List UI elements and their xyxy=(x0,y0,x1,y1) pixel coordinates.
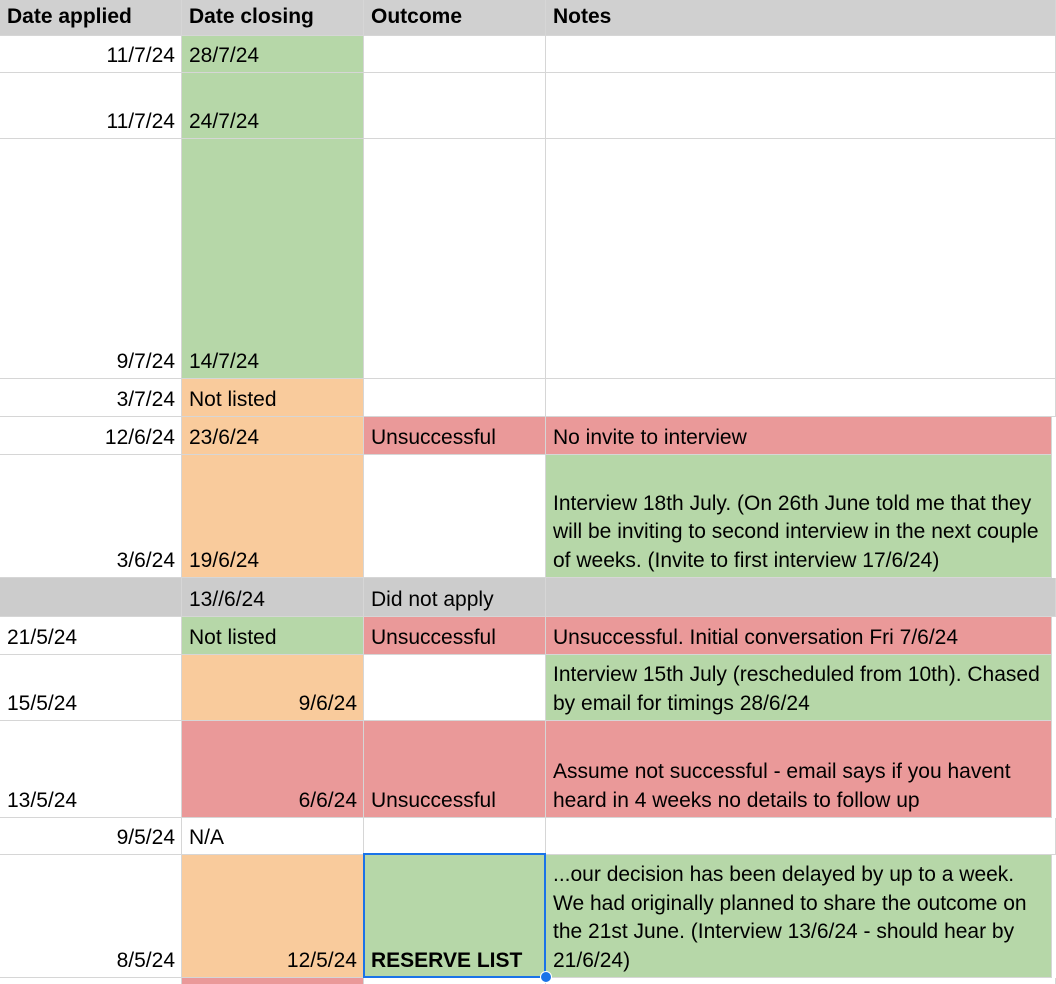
cell-date-closing[interactable]: 28/7/24 xyxy=(182,36,364,73)
cell-date-applied[interactable] xyxy=(0,578,182,617)
header-date-closing[interactable]: Date closing xyxy=(182,0,364,36)
cell-date-applied[interactable]: 9/5/24 xyxy=(0,818,182,855)
cell-date-applied[interactable]: 11/7/24 xyxy=(0,73,182,139)
cell-notes[interactable]: Unsuccessful. Initial conversation Fri 7… xyxy=(546,617,1052,655)
cell-outcome[interactable]: Unsuccessful xyxy=(364,417,546,455)
cell-outcome[interactable] xyxy=(364,36,546,73)
cell-notes[interactable]: Assume not successful - email says if yo… xyxy=(546,721,1052,818)
cell-notes[interactable] xyxy=(546,139,1056,379)
cell-date-applied[interactable] xyxy=(0,978,182,984)
header-date-applied[interactable]: Date applied xyxy=(0,0,182,36)
cell-date-applied[interactable]: 3/7/24 xyxy=(0,379,182,417)
cell-outcome[interactable] xyxy=(364,655,546,721)
header-notes[interactable]: Notes xyxy=(546,0,1056,36)
cell-outcome[interactable]: Unsuccessful xyxy=(364,617,546,655)
cell-outcome[interactable] xyxy=(364,379,546,417)
cell-date-closing[interactable] xyxy=(182,978,364,984)
cell-notes[interactable]: No invite to interview xyxy=(546,417,1052,455)
cell-date-applied[interactable]: 15/5/24 xyxy=(0,655,182,721)
cell-date-closing[interactable]: 9/6/24 xyxy=(182,655,364,721)
cell-outcome[interactable] xyxy=(364,139,546,379)
cell-notes[interactable] xyxy=(546,379,1056,417)
cell-outcome[interactable] xyxy=(364,73,546,139)
cell-outcome[interactable] xyxy=(364,978,546,984)
cell-date-applied[interactable]: 9/7/24 xyxy=(0,139,182,379)
cell-date-applied[interactable]: 8/5/24 xyxy=(0,855,182,978)
cell-notes[interactable] xyxy=(546,36,1056,73)
cell-notes[interactable] xyxy=(546,818,1056,855)
cell-date-closing[interactable]: 19/6/24 xyxy=(182,455,364,578)
cell-date-applied[interactable]: 13/5/24 xyxy=(0,721,182,818)
cell-date-applied[interactable]: 3/6/24 xyxy=(0,455,182,578)
cell-date-closing[interactable]: Not listed xyxy=(182,617,364,655)
cell-notes[interactable]: Interview 18th July. (On 26th June told … xyxy=(546,455,1052,578)
cell-notes[interactable] xyxy=(546,73,1056,139)
cell-date-closing[interactable]: 6/6/24 xyxy=(182,721,364,818)
cell-notes[interactable]: ...our decision has been delayed by up t… xyxy=(546,855,1052,978)
cell-date-closing[interactable]: 23/6/24 xyxy=(182,417,364,455)
cell-date-applied[interactable]: 12/6/24 xyxy=(0,417,182,455)
cell-date-closing[interactable]: N/A xyxy=(182,818,364,855)
cell-date-applied[interactable]: 11/7/24 xyxy=(0,36,182,73)
cell-date-closing[interactable]: 12/5/24 xyxy=(182,855,364,978)
cell-notes[interactable] xyxy=(546,978,1056,984)
cell-outcome[interactable]: Did not apply xyxy=(364,578,546,617)
cell-outcome-selected[interactable]: RESERVE LIST xyxy=(364,855,546,978)
fill-handle[interactable] xyxy=(540,971,552,983)
cell-date-closing[interactable]: Not listed xyxy=(182,379,364,417)
cell-outcome[interactable] xyxy=(364,455,546,578)
header-outcome[interactable]: Outcome xyxy=(364,0,546,36)
cell-outcome[interactable] xyxy=(364,818,546,855)
cell-date-closing[interactable]: 14/7/24 xyxy=(182,139,364,379)
cell-date-applied[interactable]: 21/5/24 xyxy=(0,617,182,655)
cell-notes[interactable]: Interview 15th July (rescheduled from 10… xyxy=(546,655,1052,721)
cell-date-closing[interactable]: 24/7/24 xyxy=(182,73,364,139)
cell-date-closing[interactable]: 13//6/24 xyxy=(182,578,364,617)
cell-outcome[interactable]: Unsuccessful xyxy=(364,721,546,818)
cell-notes[interactable] xyxy=(546,578,1056,617)
